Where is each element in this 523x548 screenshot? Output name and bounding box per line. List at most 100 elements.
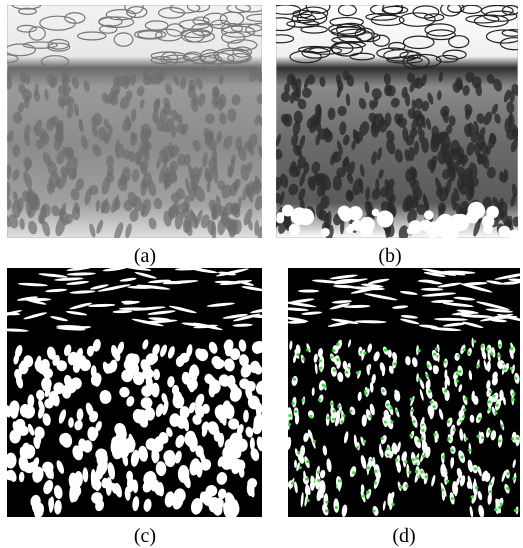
texture [481, 349, 487, 360]
texture [245, 381, 256, 392]
texture [501, 470, 506, 483]
texture [396, 441, 401, 453]
texture [66, 268, 94, 271]
texture [143, 498, 152, 512]
texture [227, 52, 252, 63]
texture [136, 284, 171, 290]
texture [452, 481, 458, 495]
texture [26, 190, 37, 206]
texture [7, 196, 12, 210]
texture [450, 139, 461, 156]
panel-label: (d) [392, 525, 415, 547]
texture [152, 110, 159, 124]
texture [464, 397, 468, 401]
texture [66, 105, 74, 119]
texture [448, 35, 470, 49]
panel-b-image [276, 5, 518, 238]
texture [479, 141, 489, 154]
texture [322, 445, 328, 456]
texture [104, 363, 115, 374]
texture [148, 217, 157, 230]
texture [439, 132, 447, 144]
texture [313, 353, 318, 363]
texture [417, 349, 421, 353]
texture [157, 481, 165, 497]
texture [424, 280, 443, 285]
texture [66, 272, 96, 276]
texture [384, 184, 394, 202]
texture [291, 401, 295, 406]
texture [369, 382, 374, 393]
texture [443, 360, 447, 364]
texture [7, 181, 11, 198]
texture [476, 434, 480, 438]
texture [319, 480, 326, 495]
texture [501, 281, 520, 285]
texture [13, 111, 23, 124]
texture [46, 346, 56, 360]
texture [426, 117, 432, 130]
texture [182, 53, 201, 62]
panel-c-image [7, 268, 262, 517]
texture [475, 82, 483, 97]
texture [480, 344, 484, 348]
texture [394, 389, 399, 398]
texture [72, 445, 84, 461]
texture [412, 420, 416, 424]
texture [402, 454, 407, 468]
texture [44, 398, 54, 409]
texture [254, 195, 262, 211]
texture [437, 213, 454, 231]
texture [163, 210, 172, 227]
texture [152, 344, 160, 356]
texture [349, 409, 353, 413]
texture [317, 479, 321, 483]
texture [214, 405, 226, 421]
texture [111, 444, 124, 460]
texture [409, 433, 413, 437]
texture [371, 208, 380, 217]
texture [433, 432, 437, 437]
texture [349, 406, 356, 416]
texture [157, 7, 186, 19]
texture [231, 94, 241, 106]
texture [57, 84, 68, 96]
texture [361, 414, 367, 427]
texture [46, 117, 56, 131]
texture [453, 158, 460, 174]
texture [190, 498, 203, 515]
texture [447, 165, 456, 179]
texture [330, 42, 354, 55]
texture [100, 198, 109, 214]
texture [330, 151, 338, 166]
texture [280, 173, 289, 188]
texture [155, 403, 164, 418]
texture [361, 349, 365, 359]
texture [71, 77, 80, 89]
texture [386, 403, 390, 407]
texture [54, 130, 64, 145]
texture [468, 448, 472, 452]
texture [326, 416, 330, 420]
texture [481, 215, 495, 228]
texture [325, 500, 329, 504]
texture [335, 476, 342, 490]
texture [467, 122, 474, 137]
texture [308, 46, 343, 55]
texture [468, 370, 473, 381]
texture [66, 380, 77, 394]
texture [412, 5, 440, 19]
texture [489, 390, 493, 394]
texture [75, 178, 85, 191]
texture [372, 456, 376, 468]
texture [491, 394, 496, 398]
texture [364, 293, 398, 301]
texture [432, 352, 437, 356]
texture [95, 499, 105, 512]
texture [43, 480, 54, 495]
texture [358, 97, 367, 110]
texture [464, 108, 471, 120]
texture [489, 318, 507, 323]
texture [405, 356, 411, 366]
texture [332, 368, 336, 372]
